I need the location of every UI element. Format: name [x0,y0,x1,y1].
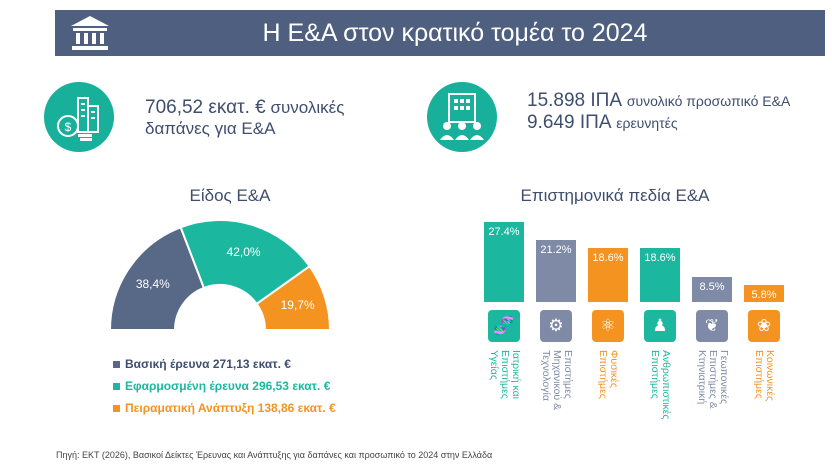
category-label-2: Φυσικές Επιστήμες [597,350,620,399]
researchers-value: 9.649 ΙΠΑ [527,112,612,133]
bar-3 [640,248,680,302]
personnel-stat: 15.898 ΙΠΑ συνολικό προσωπικό Ε&Α 9.649 … [527,90,817,134]
legend-swatch [113,405,120,413]
atom-icon: ⚛ [592,310,624,342]
legend-item-experimental: Πειραματική Ανάπτυξη 138,86 εκατ. € [113,401,336,415]
personnel-icon [427,82,497,152]
source-note: Πηγή: ΕΚΤ (2026), Βασικοί Δείκτες Έρευνα… [56,450,493,460]
fields-chart-title: Επιστημονικά πεδία Ε&Α [520,186,710,205]
agriculture-plant-icon: ❦ [696,310,728,342]
legend-amount-experimental: 138,86 εκατ. € [257,401,336,415]
bar-value-label-1: 21.2% [540,244,572,256]
bar-value-label-5: 5.8% [751,289,777,301]
legend-label-basic: Βασική έρευνα [125,357,210,371]
bar-0 [484,222,524,302]
bar-value-label-3: 18.6% [644,252,676,264]
expenditure-label-2: δαπάνες για Ε&Α [145,119,276,138]
legend-label-applied: Εφαρμοσμένη έρευνα [125,379,249,393]
legend-swatch [113,383,120,391]
researchers-label: ερευνητές [616,115,678,131]
donut-slice-0 [108,225,206,331]
category-label-3: Ανθρωπιστικές Επιστήμες [649,350,672,420]
legend-swatch [113,361,120,369]
category-label-4: Γεωπονικές Επιστήμες & Κτηνιατρική [696,350,730,409]
personnel-value: 15.898 ΙΠΑ [527,90,623,111]
page-title: Η Ε&Α στον κρατικό τομέα το 2024 [262,19,648,47]
personnel-label: συνολικό προσωπικό Ε&Α [626,93,791,109]
type-chart-title: Είδος Ε&Α [189,186,271,205]
bar-value-label-4: 8.5% [699,281,725,293]
engineering-gear-icon: ⚙ [540,310,572,342]
rd-type-donut-chart: 38,4% 42,0% 19,7% [108,219,332,331]
legend-item-applied: Εφαρμοσμένη έρευνα 296,53 εκατ. € [113,379,336,393]
expenditure-stat: 706,52 εκατ. € συνολικές δαπάνες για Ε&Α [145,97,365,139]
institution-icon [68,14,112,52]
donut-legend: Βασική έρευνα 271,13 εκατ. € Εφαρμοσμένη… [113,357,336,415]
bar-5 [744,285,784,302]
category-label-5: Κοινωνικές Επιστήμες [753,350,776,402]
bar-value-label-0: 27.4% [488,226,520,238]
category-label-1: Επιστήμες Μηχανικού & Τεχνολογία [540,350,574,411]
donut-slice-label-0: 38,4% [136,277,170,291]
category-label-0: Ιατρική και Επιστήμες Υγείας [488,350,522,399]
expenditure-label: συνολικές [270,98,345,117]
expenditure-icon: $ [44,82,114,152]
person-head-icon: ♟ [644,310,676,342]
legend-amount-applied: 296,53 εκατ. € [252,379,331,393]
donut-slice-1 [179,219,312,306]
donut-slice-label-2: 19,7% [281,298,315,312]
bar-2 [588,248,628,302]
bar-4 [692,277,732,302]
dna-icon: 🧬 [488,310,520,342]
legend-label-experimental: Πειραματική Ανάπτυξη [125,401,255,415]
social-group-icon: ❀ [748,310,780,342]
expenditure-value: 706,52 εκατ. € [145,97,266,118]
legend-item-basic: Βασική έρευνα 271,13 εκατ. € [113,357,336,371]
title-bar [55,10,825,56]
svg-text:$: $ [65,120,72,134]
donut-slice-2 [255,264,332,331]
bar-1 [536,240,576,302]
bar-value-label-2: 18.6% [592,252,624,264]
legend-amount-basic: 271,13 εκατ. € [212,357,291,371]
donut-slice-label-1: 42,0% [227,245,261,259]
fields-bar-chart: 27.4% 🧬 Ιατρική και Επιστήμες Υγείας 21.2% ⚙… [470,200,800,445]
